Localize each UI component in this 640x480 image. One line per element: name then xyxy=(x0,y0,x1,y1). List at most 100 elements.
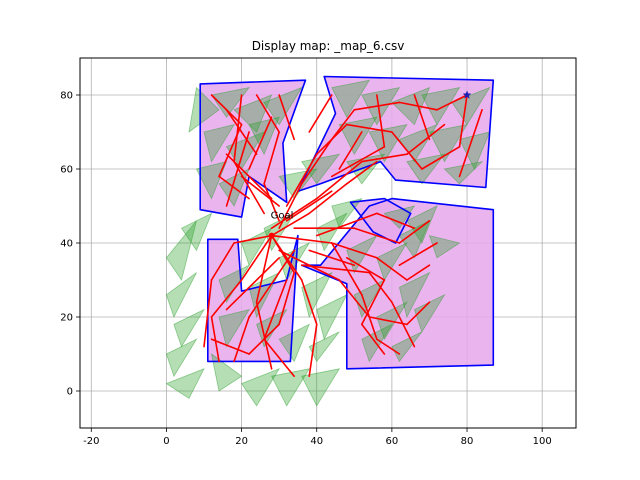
path-segment xyxy=(330,242,363,296)
path-segment xyxy=(458,109,483,178)
sample-triangle xyxy=(368,124,408,163)
sample-triangle xyxy=(165,338,198,378)
room-fill xyxy=(301,198,494,369)
x-tick-label: 20 xyxy=(235,436,248,447)
path-segment xyxy=(398,242,438,267)
chart-title: Display map: _map_6.csv xyxy=(252,39,405,53)
sample-triangle xyxy=(338,116,378,156)
path-segment xyxy=(421,146,461,170)
sample-triangle xyxy=(203,123,235,163)
path-segment xyxy=(308,94,333,133)
sample-triangle xyxy=(421,87,461,126)
path-segment xyxy=(278,94,295,141)
path-segment xyxy=(376,338,401,355)
path-segment xyxy=(345,160,378,185)
x-tick-label: 40 xyxy=(310,436,323,447)
sample-triangle xyxy=(210,87,251,118)
sample-triangle xyxy=(195,161,228,200)
y-tick-label: 60 xyxy=(60,165,73,176)
path-segment xyxy=(233,160,265,215)
path-segment xyxy=(255,234,273,304)
path-segment xyxy=(255,301,273,370)
path-segment xyxy=(278,271,295,326)
path-segment xyxy=(285,153,318,207)
path-segment xyxy=(308,323,318,378)
path-segment xyxy=(270,234,333,244)
path-segment xyxy=(218,175,250,200)
sample-triangle xyxy=(218,308,250,348)
x-tick-label: 60 xyxy=(386,436,399,447)
y-tick-label: 20 xyxy=(60,313,73,324)
path-segment xyxy=(436,94,468,111)
path-segment xyxy=(361,153,408,163)
path-segment xyxy=(413,94,431,141)
sample-triangle xyxy=(316,293,348,341)
sample-triangle xyxy=(240,367,281,407)
path-segment xyxy=(376,94,386,148)
axis-ticks: -20 0 20 40 60 80 100 0 20 40 60 80 xyxy=(60,91,551,448)
sample-triangle xyxy=(180,212,213,252)
path-segment xyxy=(391,131,423,170)
path-segment xyxy=(345,256,386,281)
path-segment xyxy=(263,183,280,222)
y-tick-label: 0 xyxy=(67,387,73,398)
path-segment xyxy=(248,116,273,170)
path-segment xyxy=(368,316,408,326)
path-segment xyxy=(308,249,356,267)
sample-triangle xyxy=(210,353,243,392)
path-segment xyxy=(398,220,431,244)
path-segment xyxy=(225,131,250,207)
path-segment xyxy=(338,279,371,318)
path-segment xyxy=(225,256,280,311)
x-tick-label: 80 xyxy=(461,436,474,447)
path-segment xyxy=(263,279,288,341)
wall-upper-left-room xyxy=(199,79,307,218)
path-segment xyxy=(240,175,280,207)
sample-triangle xyxy=(331,79,371,119)
room-fill xyxy=(297,76,494,192)
path-segment xyxy=(330,109,356,141)
path-segment xyxy=(233,94,243,163)
markers: Goal xyxy=(268,90,472,239)
y-tick-label: 80 xyxy=(60,91,73,102)
path-segment xyxy=(406,301,431,326)
y-tick-label: 40 xyxy=(60,239,73,250)
path-segment xyxy=(330,242,378,259)
path-segment xyxy=(338,131,363,170)
path-segment xyxy=(308,183,348,215)
path-segment xyxy=(376,212,416,229)
x-tick-label: -20 xyxy=(83,436,99,447)
path-segment xyxy=(458,94,468,148)
path-segment xyxy=(391,301,416,348)
sample-triangle xyxy=(165,368,205,399)
wall-upper-right-room xyxy=(297,75,495,192)
path-segment xyxy=(315,160,363,200)
path-segment xyxy=(278,249,341,281)
sample-triangle xyxy=(188,86,220,133)
sample-triangle xyxy=(316,212,348,252)
sample-triangle xyxy=(428,235,461,259)
path-segment xyxy=(248,249,295,318)
sample-triangle xyxy=(301,368,341,407)
path-segment xyxy=(361,279,386,326)
goal-marker xyxy=(268,232,275,239)
path-segment xyxy=(376,256,408,281)
sample-triangle xyxy=(428,124,468,163)
path-segment xyxy=(345,123,393,133)
path-segment xyxy=(300,279,318,326)
sample-triangle xyxy=(165,272,197,319)
path-segment xyxy=(406,264,431,281)
path-segment xyxy=(315,123,348,155)
path-segment xyxy=(225,109,258,155)
path-segment xyxy=(233,234,273,244)
sample-triangle xyxy=(173,308,206,348)
path-segment xyxy=(233,316,250,363)
path-segment xyxy=(210,279,243,318)
room-fill xyxy=(207,235,298,362)
goal-label: Goal xyxy=(271,211,294,222)
path-segment xyxy=(300,264,371,274)
path-segment xyxy=(255,94,280,133)
path-segment xyxy=(406,123,446,155)
path-segment xyxy=(263,338,295,378)
